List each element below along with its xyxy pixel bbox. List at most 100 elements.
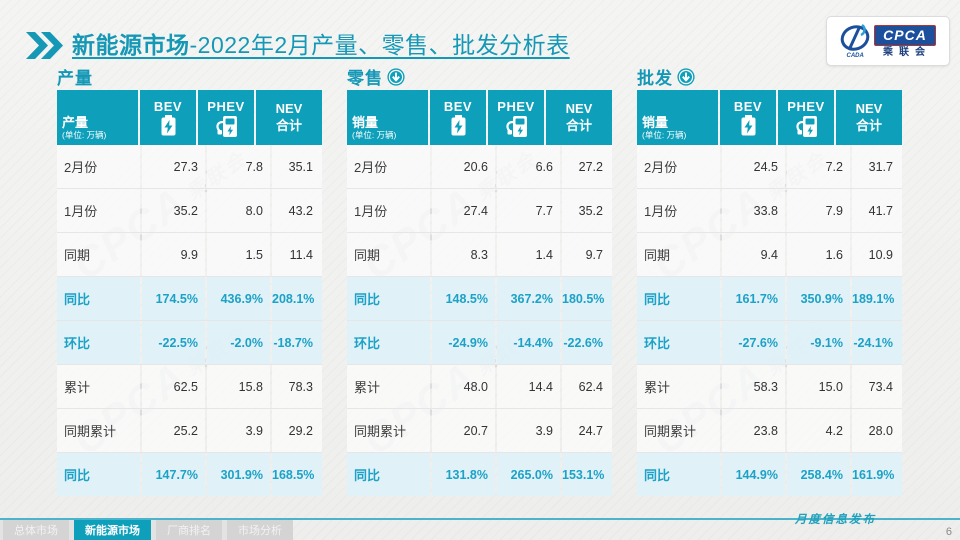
value-cell: -22.5% bbox=[142, 321, 205, 364]
value-cell: 58.3 bbox=[722, 365, 785, 408]
value-cell: 73.4 bbox=[852, 365, 902, 408]
value-cell: 7.8 bbox=[207, 145, 270, 188]
value-cell: 78.3 bbox=[272, 365, 322, 408]
bottom-tab-新能源市场[interactable]: 新能源市场 bbox=[74, 520, 151, 540]
value-cell: 265.0% bbox=[497, 453, 560, 496]
nev-label-line1: NEV bbox=[855, 101, 883, 117]
value-cell: 168.5% bbox=[272, 453, 322, 496]
header-phev-cell: PHEV bbox=[778, 90, 834, 145]
value-cell: 189.1% bbox=[852, 277, 902, 320]
value-cell: 7.7 bbox=[497, 189, 560, 232]
value-cell: 3.9 bbox=[497, 409, 560, 452]
table-header-row: 销量 (单位: 万辆) BEV PHEV NEV 合计 bbox=[637, 90, 902, 145]
section-title-text: 产量 bbox=[57, 69, 93, 88]
value-cell: -24.1% bbox=[852, 321, 902, 364]
row-label-cell: 累计 bbox=[57, 365, 140, 408]
value-cell: 350.9% bbox=[787, 277, 850, 320]
measure-label: 产量 bbox=[62, 114, 89, 130]
value-cell: 23.8 bbox=[722, 409, 785, 452]
table-row-环比: 环比 -22.5% -2.0% -18.7% bbox=[57, 321, 322, 365]
value-cell: -22.6% bbox=[562, 321, 612, 364]
row-label-cell: 1月份 bbox=[637, 189, 720, 232]
bottom-tab-厂商排名[interactable]: 厂商排名 bbox=[156, 520, 222, 540]
row-label-cell: 环比 bbox=[637, 321, 720, 364]
battery-ev-icon bbox=[741, 115, 755, 136]
value-cell: 27.2 bbox=[562, 145, 612, 188]
value-cell: 35.2 bbox=[142, 189, 205, 232]
value-cell: 9.4 bbox=[722, 233, 785, 276]
table-header-row: 产量 (单位: 万辆) BEV PHEV NEV 合计 bbox=[57, 90, 322, 145]
bev-label: BEV bbox=[443, 99, 473, 114]
bev-label: BEV bbox=[733, 99, 763, 114]
value-cell: 153.1% bbox=[562, 453, 612, 496]
battery-ev-icon bbox=[161, 115, 175, 136]
cpca-label: CPCA bbox=[874, 24, 936, 46]
row-label-cell: 2月份 bbox=[347, 145, 430, 188]
table-section-批发: 批发CPCA乘联会CPCA乘联会销量(单位: 万辆)BEVPHEVNEV合计2月… bbox=[637, 63, 902, 496]
header-phev-cell: PHEV bbox=[488, 90, 544, 145]
bottom-tab-市场分析[interactable]: 市场分析 bbox=[227, 520, 293, 540]
cada-swoosh-icon: CADA bbox=[840, 23, 870, 59]
bottom-tab-总体市场[interactable]: 总体市场 bbox=[3, 520, 69, 540]
table-row-同期: 同期 9.4 1.6 10.9 bbox=[637, 233, 902, 277]
table-row-同比: 同比 144.9% 258.4% 161.9% bbox=[637, 453, 902, 496]
table-row-同比: 同比 147.7% 301.9% 168.5% bbox=[57, 453, 322, 496]
table-row-同比: 同比 148.5% 367.2% 180.5% bbox=[347, 277, 612, 321]
header-measure-cell: 销量 (单位: 万辆) bbox=[347, 90, 428, 145]
release-text: 月度信息发布 bbox=[795, 514, 876, 526]
charger-phev-icon bbox=[796, 115, 817, 137]
value-cell: 11.4 bbox=[272, 233, 322, 276]
row-label-cell: 同期累计 bbox=[347, 409, 430, 452]
phev-label: PHEV bbox=[497, 98, 535, 114]
slide-header: 新能源市场-2022年2月产量、零售、批发分析表 CADA CPCA 乘联会 bbox=[26, 16, 952, 66]
table-section-产量: 产量CPCA乘联会CPCA乘联会产量(单位: 万辆)BEVPHEVNEV合计2月… bbox=[57, 63, 322, 496]
value-cell: -9.1% bbox=[787, 321, 850, 364]
header-measure-cell: 产量 (单位: 万辆) bbox=[57, 90, 138, 145]
row-label-cell: 同比 bbox=[57, 453, 140, 496]
nev-label-line1: NEV bbox=[565, 101, 593, 117]
row-label-cell: 同比 bbox=[637, 277, 720, 320]
page-title-bold: 新能源市场 bbox=[72, 32, 190, 58]
release-caption: 月度信息发布 bbox=[763, 511, 908, 527]
value-cell: 1.6 bbox=[787, 233, 850, 276]
table-row-同期: 同期 9.9 1.5 11.4 bbox=[57, 233, 322, 277]
section-title-text: 批发 bbox=[637, 69, 673, 88]
row-label-cell: 同比 bbox=[637, 453, 720, 496]
table-row-环比: 环比 -27.6% -9.1% -24.1% bbox=[637, 321, 902, 365]
value-cell: 7.2 bbox=[787, 145, 850, 188]
down-arrow-circle-icon bbox=[387, 67, 405, 86]
charger-phev-icon bbox=[506, 115, 527, 137]
double-chevron-icon bbox=[26, 31, 63, 59]
value-cell: 15.0 bbox=[787, 365, 850, 408]
value-cell: 24.7 bbox=[562, 409, 612, 452]
value-cell: 8.0 bbox=[207, 189, 270, 232]
dash-left bbox=[763, 518, 789, 520]
cpca-wordmark: CPCA 乘联会 bbox=[874, 24, 936, 58]
value-cell: 35.2 bbox=[562, 189, 612, 232]
dash-right bbox=[882, 518, 908, 520]
table-row-2月份: 2月份 27.3 7.8 35.1 bbox=[57, 145, 322, 189]
tables-area: 产量CPCA乘联会CPCA乘联会产量(单位: 万辆)BEVPHEVNEV合计2月… bbox=[57, 63, 902, 496]
unit-label: (单位: 万辆) bbox=[352, 129, 397, 140]
unit-label: (单位: 万辆) bbox=[642, 129, 687, 140]
value-cell: 9.9 bbox=[142, 233, 205, 276]
header-bev-cell: BEV bbox=[720, 90, 776, 145]
value-cell: -18.7% bbox=[272, 321, 322, 364]
value-cell: 1.4 bbox=[497, 233, 560, 276]
data-table: CPCA乘联会CPCA乘联会销量(单位: 万辆)BEVPHEVNEV合计2月份2… bbox=[637, 90, 902, 496]
value-cell: 27.4 bbox=[432, 189, 495, 232]
down-arrow-circle-icon bbox=[677, 67, 695, 86]
value-cell: -27.6% bbox=[722, 321, 785, 364]
section-title: 零售 bbox=[347, 63, 612, 90]
row-label-cell: 同比 bbox=[347, 453, 430, 496]
value-cell: 24.5 bbox=[722, 145, 785, 188]
value-cell: 41.7 bbox=[852, 189, 902, 232]
value-cell: 3.9 bbox=[207, 409, 270, 452]
table-row-同期: 同期 8.3 1.4 9.7 bbox=[347, 233, 612, 277]
table-row-2月份: 2月份 24.5 7.2 31.7 bbox=[637, 145, 902, 189]
value-cell: 144.9% bbox=[722, 453, 785, 496]
row-label-cell: 环比 bbox=[57, 321, 140, 364]
value-cell: 10.9 bbox=[852, 233, 902, 276]
value-cell: 148.5% bbox=[432, 277, 495, 320]
